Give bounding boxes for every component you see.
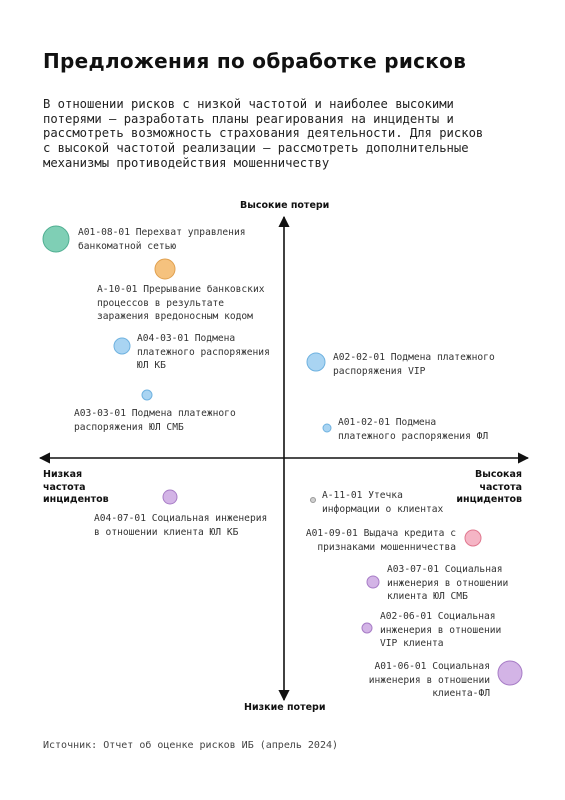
risk-bubble[interactable]: [162, 489, 178, 505]
axis-label-top: Высокие потери: [240, 200, 330, 211]
risk-label: А01-06-01 Социальная инженерия в отношени…: [368, 661, 490, 699]
page-title: Предложения по обработке рисков: [43, 49, 467, 73]
risk-bubble[interactable]: [113, 337, 131, 355]
risk-bubble[interactable]: [322, 423, 332, 433]
risk-bubble[interactable]: [42, 225, 70, 253]
risk-label: А04-03-01 Подмена платежного распоряжения…: [137, 333, 270, 371]
risk-label: А01-02-01 Подмена платежного распоряжения…: [338, 417, 489, 442]
risk-label: А01-08-01 Перехват управления банкоматной…: [78, 227, 246, 252]
risk-label: А01-09-01 Выдача кредита с признаками мош…: [305, 528, 456, 553]
intro-line: рассмотреть возможность страхования деят…: [43, 126, 484, 141]
risk-bubble[interactable]: [497, 660, 523, 686]
risk-bubble[interactable]: [306, 352, 326, 372]
intro-paragraph: В отношении рисков с низкой частотой и н…: [43, 97, 543, 171]
axis-label-right: Высокая частота инцидентов: [456, 469, 522, 505]
intro-line: потерями – разработать планы реагировани…: [43, 111, 454, 126]
risk-label: А02-02-01 Подмена платежного распоряжения…: [333, 352, 495, 377]
risk-bubble[interactable]: [154, 258, 176, 280]
axis-label-bottom: Низкие потери: [244, 702, 326, 713]
risk-label: А-10-01 Прерывание банковских процессов в…: [97, 284, 265, 322]
intro-line: с высокой частотой реализации – рассмотр…: [43, 141, 469, 156]
risk-bubble[interactable]: [361, 622, 373, 634]
risk-label: А03-07-01 Социальная инженерия в отношени…: [387, 564, 509, 602]
source-note: Источник: Отчет об оценке рисков ИБ (апр…: [43, 740, 339, 751]
axis-label-left: Низкая частота инцидентов: [43, 469, 109, 505]
risk-bubble[interactable]: [141, 389, 153, 401]
intro-line: механизмы противодействия мошенничеству: [43, 155, 330, 170]
risk-label: А03-03-01 Подмена платежного распоряжения…: [74, 408, 236, 433]
risk-bubble[interactable]: [310, 497, 316, 503]
risk-bubble[interactable]: [464, 529, 482, 547]
risk-label: А04-07-01 Социальная инженерия в отношени…: [94, 513, 268, 538]
risk-label: А02-06-01 Социальная инженерия в отношени…: [380, 611, 502, 649]
risk-bubble[interactable]: [366, 575, 380, 589]
intro-line: В отношении рисков с низкой частотой и н…: [43, 97, 454, 111]
risk-label: А-11-01 Утечка информации о клиентах: [322, 490, 444, 515]
